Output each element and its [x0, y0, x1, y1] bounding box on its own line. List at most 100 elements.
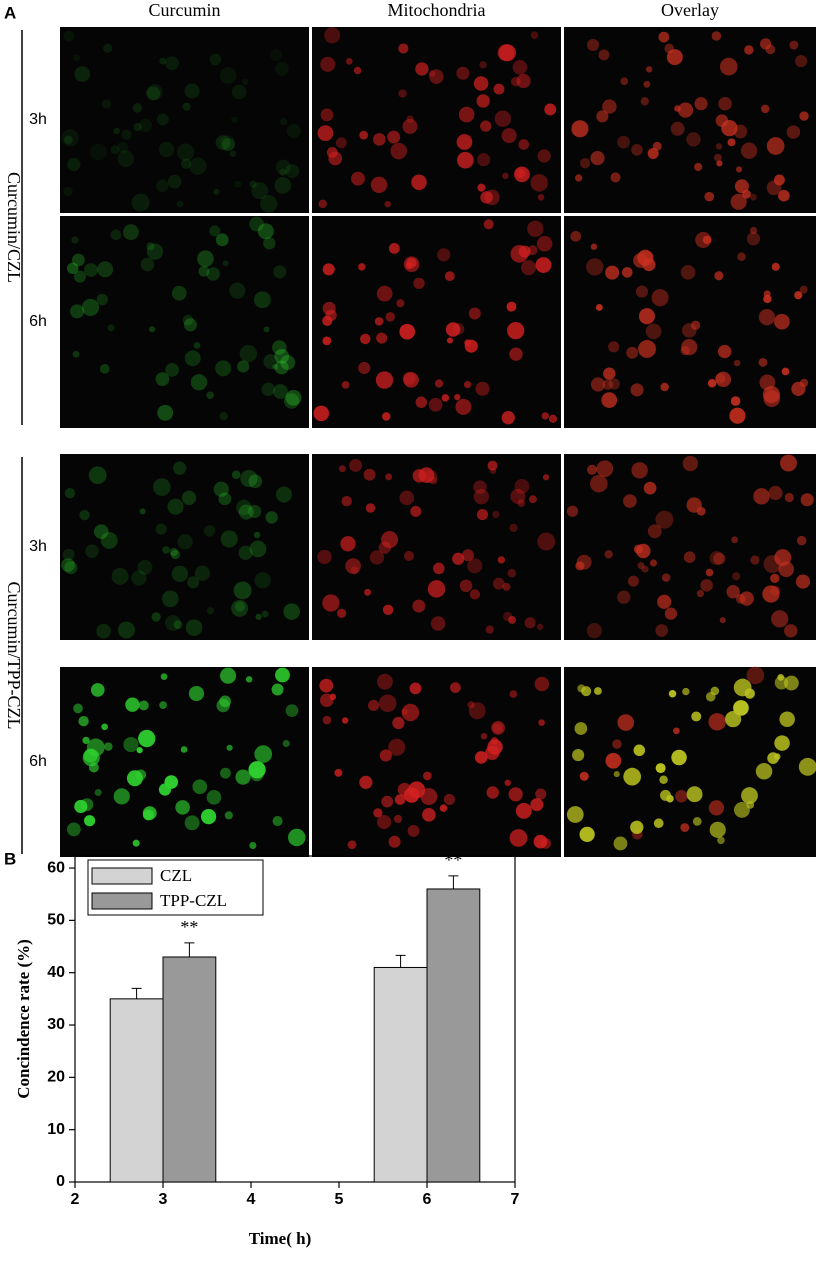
cell	[641, 565, 649, 573]
cell	[248, 504, 262, 519]
cell	[428, 397, 443, 412]
cell	[165, 362, 179, 377]
cell	[238, 545, 253, 560]
cell	[319, 693, 334, 708]
cell	[621, 267, 633, 278]
micrograph	[60, 667, 309, 857]
cell	[110, 229, 122, 241]
cell	[165, 56, 180, 71]
cell	[220, 667, 237, 684]
cell	[259, 195, 278, 213]
cell	[623, 767, 642, 786]
cell	[113, 788, 130, 805]
cell	[410, 505, 422, 517]
cell	[219, 695, 231, 708]
cell	[411, 174, 427, 191]
cell	[220, 767, 231, 779]
cell	[388, 835, 401, 848]
cell	[180, 746, 188, 753]
cell	[579, 771, 589, 781]
cell	[715, 371, 732, 388]
cell	[378, 694, 397, 713]
cell	[137, 559, 153, 575]
cell	[773, 753, 781, 760]
cell	[249, 216, 264, 232]
cell	[85, 544, 99, 558]
cell	[78, 716, 89, 727]
cell	[131, 193, 150, 212]
cell	[157, 404, 174, 421]
cell	[382, 604, 394, 616]
cell	[786, 125, 801, 139]
cell	[358, 361, 371, 375]
cell	[218, 492, 232, 506]
cell	[590, 243, 598, 250]
cell	[155, 179, 169, 193]
cell	[347, 840, 357, 850]
cell	[248, 474, 263, 489]
cell	[661, 573, 671, 582]
cell	[181, 490, 197, 505]
cell	[317, 549, 332, 565]
y-tick-label: 10	[47, 1121, 65, 1138]
cell	[415, 396, 428, 408]
cell	[250, 768, 264, 782]
cell	[755, 762, 773, 780]
cell	[700, 579, 713, 592]
cell	[363, 468, 376, 481]
micrograph-bg	[312, 667, 561, 857]
cell	[528, 495, 537, 504]
cell	[589, 474, 608, 493]
cell	[633, 744, 646, 757]
cell	[586, 464, 598, 475]
cell	[753, 488, 770, 505]
cell	[509, 523, 518, 533]
cell	[657, 594, 672, 609]
cell	[742, 189, 751, 199]
cell	[171, 285, 187, 301]
cell	[249, 842, 257, 850]
cell	[70, 304, 85, 319]
cell	[480, 732, 488, 740]
cell	[612, 739, 622, 749]
cell	[593, 687, 602, 695]
cell	[103, 43, 113, 53]
cell	[744, 45, 754, 55]
cell	[675, 789, 688, 803]
cell	[340, 536, 356, 552]
cell	[596, 110, 609, 123]
cell	[286, 124, 301, 139]
cell	[749, 193, 757, 201]
cell	[643, 80, 651, 88]
cell	[510, 488, 526, 504]
row-label: 6h	[29, 313, 47, 330]
cell	[575, 174, 583, 182]
cell	[104, 742, 113, 751]
cell	[285, 164, 300, 179]
cell	[732, 572, 741, 581]
cell	[572, 749, 585, 762]
cell	[694, 162, 703, 172]
cell	[374, 317, 384, 326]
cell	[81, 298, 100, 317]
cell	[364, 588, 372, 596]
cell	[623, 494, 637, 508]
cell	[457, 151, 474, 169]
cell	[690, 320, 701, 331]
cell	[117, 141, 129, 153]
cell	[140, 257, 155, 272]
cell	[434, 379, 444, 388]
cell	[501, 411, 515, 425]
cell	[686, 497, 702, 513]
cell	[506, 301, 517, 312]
cell	[319, 678, 334, 693]
cell	[504, 779, 512, 787]
cell	[133, 122, 142, 132]
cell	[508, 616, 516, 624]
cell	[96, 623, 111, 639]
cell	[370, 176, 388, 194]
cell	[479, 61, 487, 69]
cell	[452, 552, 465, 565]
cell	[165, 615, 181, 631]
cell	[486, 786, 499, 799]
